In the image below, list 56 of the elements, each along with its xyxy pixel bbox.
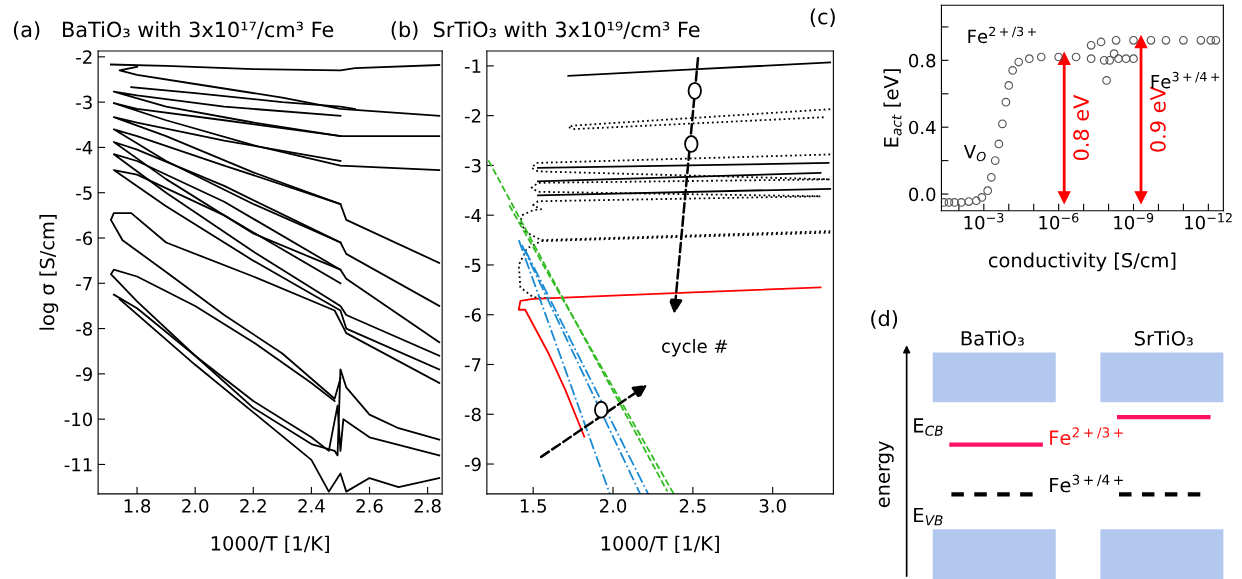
y-tick-label: -4	[76, 141, 93, 155]
y-tick-label: -6	[464, 308, 481, 322]
text: E$_{CB}$	[914, 418, 943, 436]
x-tick-label: 1.5	[520, 499, 546, 513]
x-tick-label: 1.8	[124, 499, 151, 513]
annotation: Fe$^{2+/3+}$	[968, 26, 1036, 44]
text: E$_{VB}$	[914, 507, 943, 526]
y-tick-label: -10	[64, 412, 93, 427]
chart-title: (a) BaTiO₃ with 3x10¹⁷/cm³ Fe	[13, 21, 334, 40]
y-tick-label: -5	[76, 186, 92, 200]
y-tick-label: -7	[76, 276, 92, 291]
x-tick-label: 2.0	[599, 499, 627, 513]
x-tick-label: 10$^{−12}$	[1185, 212, 1232, 230]
y-axis-title: E$_{act}$ [eV]	[883, 69, 902, 147]
y-tick-label: -9	[464, 457, 481, 472]
x-axis-title: 1000/T [1/K]	[601, 535, 719, 554]
x-tick-label: 2.8	[414, 499, 441, 513]
y-tick-label: -8	[76, 322, 93, 336]
x-axis-title: 1000/T [1/K]	[211, 535, 329, 554]
y-tick-label: -11	[64, 458, 92, 472]
text: energy	[878, 441, 894, 508]
text: SrTiO₃	[1134, 330, 1193, 346]
x-tick-label: 2.4	[298, 499, 325, 513]
y-tick-label: -2	[464, 109, 481, 123]
y-tick-label: -2	[76, 50, 92, 64]
y-tick-label: -5	[464, 258, 481, 273]
y-tick-label: -1	[464, 59, 481, 73]
x-tick-label: 10$^{−9}$	[1114, 212, 1154, 230]
annotation: V$_{O}$	[963, 145, 986, 162]
y-tick-label: -7	[464, 358, 481, 372]
x-tick-label: 2.0	[182, 499, 209, 513]
x-tick-label: 2.5	[679, 499, 706, 513]
y-tick-label: -3	[76, 95, 92, 110]
x-tick-label: 2.6	[356, 499, 383, 513]
x-tick-label: 2.2	[240, 499, 266, 513]
annotation: cycle #	[662, 338, 728, 357]
y-tick-label: -4	[464, 208, 481, 223]
x-tick-label: 10$^{−6}$	[1039, 212, 1079, 230]
y-tick-label: 0.8	[909, 53, 936, 68]
text: Fe$^{3+/4+}$	[1050, 474, 1123, 493]
y-tick-label: -8	[464, 407, 481, 422]
x-tick-label: 3.0	[759, 499, 786, 513]
y-axis-title: log σ [S/cm]	[39, 215, 59, 330]
y-tick-label: 0.0	[909, 187, 936, 202]
y-tick-label: 0.4	[909, 120, 936, 135]
x-axis-title: conductivity [S/cm]	[988, 252, 1176, 272]
y-tick-label: -3	[464, 158, 481, 173]
text: (d)	[871, 310, 898, 329]
y-tick-label: -9	[76, 367, 92, 381]
text: 0.8 eV	[1073, 94, 1089, 161]
y-tick-label: -6	[76, 231, 93, 246]
text: BaTiO₃	[961, 330, 1024, 346]
chart-title: (b) SrTiO₃ with 3x10¹⁹/cm³ Fe	[391, 21, 700, 40]
x-tick-label: 10$^{−3}$	[964, 212, 1004, 230]
chart-title: (c)	[810, 8, 835, 27]
text: Fe$^{2+/3+}$	[1050, 427, 1123, 446]
